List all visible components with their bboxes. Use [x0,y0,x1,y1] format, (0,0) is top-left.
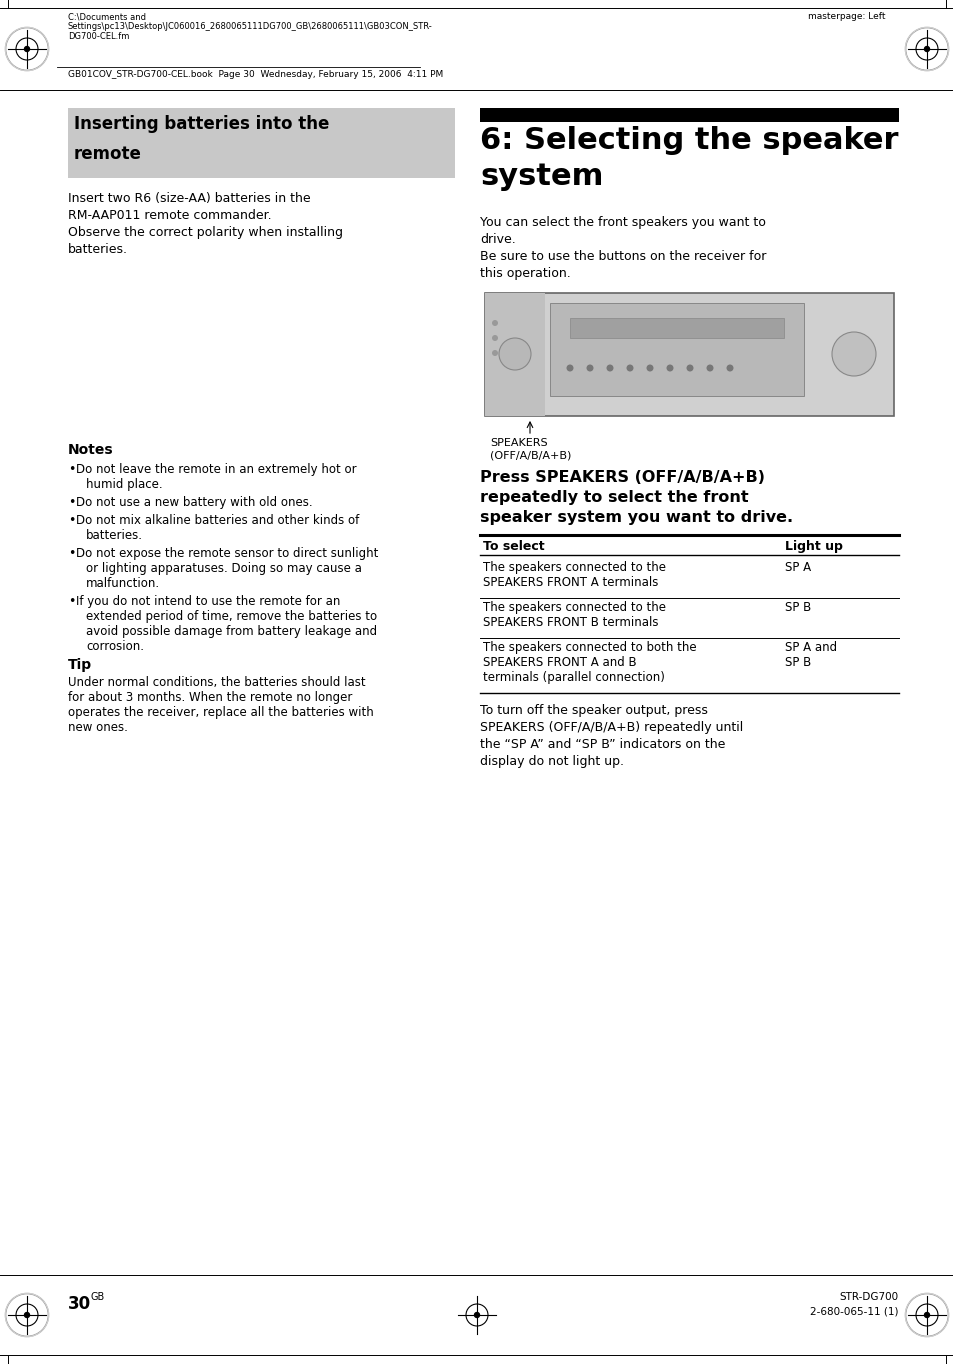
Text: terminals (parallel connection): terminals (parallel connection) [482,671,664,683]
Text: •: • [68,496,75,509]
Text: display do not light up.: display do not light up. [479,756,623,768]
Text: Do not expose the remote sensor to direct sunlight: Do not expose the remote sensor to direc… [76,547,378,561]
Text: The speakers connected to the: The speakers connected to the [482,561,665,574]
Text: for about 3 months. When the remote no longer: for about 3 months. When the remote no l… [68,692,352,704]
Circle shape [492,351,497,356]
Text: remote: remote [74,145,142,164]
Text: this operation.: this operation. [479,267,570,280]
Text: RM-AAP011 remote commander.: RM-AAP011 remote commander. [68,209,272,222]
Text: SPEAKERS: SPEAKERS [490,438,547,447]
Text: Under normal conditions, the batteries should last: Under normal conditions, the batteries s… [68,677,365,689]
Text: If you do not intend to use the remote for an: If you do not intend to use the remote f… [76,595,340,608]
Text: SP B: SP B [784,656,810,668]
Text: 30: 30 [68,1294,91,1314]
Circle shape [606,364,613,371]
Text: extended period of time, remove the batteries to: extended period of time, remove the batt… [86,610,376,623]
Text: Tip: Tip [68,657,92,672]
Text: Press SPEAKERS (OFF/A/B/A+B): Press SPEAKERS (OFF/A/B/A+B) [479,471,764,486]
Bar [484,293,893,416]
Bar [479,108,898,121]
Bar [484,293,544,416]
Text: To select: To select [482,540,544,552]
Circle shape [492,336,497,341]
Circle shape [474,1312,479,1318]
Text: SP A: SP A [784,561,810,574]
Text: DG700-CEL.fm: DG700-CEL.fm [68,31,130,41]
Bar [68,108,455,177]
Text: corrosion.: corrosion. [86,640,144,653]
Circle shape [923,46,928,52]
Text: SPEAKERS FRONT B terminals: SPEAKERS FRONT B terminals [482,617,658,629]
Text: Do not leave the remote in an extremely hot or: Do not leave the remote in an extremely … [76,462,356,476]
Text: Inserting batteries into the: Inserting batteries into the [74,115,329,134]
Text: STR-DG700: STR-DG700 [839,1292,898,1303]
Circle shape [666,364,673,371]
Text: •: • [68,547,75,561]
Text: Do not mix alkaline batteries and other kinds of: Do not mix alkaline batteries and other … [76,514,359,527]
Text: masterpage: Left: masterpage: Left [807,12,885,20]
Text: batteries.: batteries. [68,243,128,256]
Text: GB01COV_STR-DG700-CEL.book  Page 30  Wednesday, February 15, 2006  4:11 PM: GB01COV_STR-DG700-CEL.book Page 30 Wedne… [68,70,443,79]
Text: (OFF/A/B/A+B): (OFF/A/B/A+B) [490,450,571,460]
Text: •: • [68,514,75,527]
Bar [550,303,803,396]
Circle shape [726,364,733,371]
Text: To turn off the speaker output, press: To turn off the speaker output, press [479,704,707,717]
Circle shape [25,1312,30,1318]
Text: C:\Documents and: C:\Documents and [68,12,146,20]
Text: SPEAKERS FRONT A terminals: SPEAKERS FRONT A terminals [482,576,658,589]
Circle shape [586,364,593,371]
Text: The speakers connected to both the: The speakers connected to both the [482,641,696,653]
Text: The speakers connected to the: The speakers connected to the [482,602,665,614]
Text: SPEAKERS (OFF/A/B/A+B) repeatedly until: SPEAKERS (OFF/A/B/A+B) repeatedly until [479,722,742,734]
Text: drive.: drive. [479,233,516,246]
Text: •: • [68,462,75,476]
Circle shape [498,338,531,370]
Circle shape [25,46,30,52]
Text: 2-680-065-11 (1): 2-680-065-11 (1) [810,1307,898,1318]
Text: Be sure to use the buttons on the receiver for: Be sure to use the buttons on the receiv… [479,250,765,263]
Text: system: system [479,162,602,191]
Text: 6: Selecting the speaker: 6: Selecting the speaker [479,125,898,155]
Text: Observe the correct polarity when installing: Observe the correct polarity when instal… [68,226,343,239]
Text: batteries.: batteries. [86,529,143,542]
Text: humid place.: humid place. [86,477,162,491]
Circle shape [492,321,497,326]
Circle shape [686,364,693,371]
Text: operates the receiver, replace all the batteries with: operates the receiver, replace all the b… [68,707,374,719]
Text: •: • [68,595,75,608]
Text: SP B: SP B [784,602,810,614]
Text: SPEAKERS FRONT A and B: SPEAKERS FRONT A and B [482,656,636,668]
Text: new ones.: new ones. [68,722,128,734]
Circle shape [626,364,633,371]
Text: You can select the front speakers you want to: You can select the front speakers you wa… [479,216,765,229]
Text: Light up: Light up [784,540,842,552]
Circle shape [831,331,875,376]
Text: SP A and: SP A and [784,641,836,653]
Circle shape [646,364,653,371]
Text: Insert two R6 (size-AA) batteries in the: Insert two R6 (size-AA) batteries in the [68,192,311,205]
Text: Notes: Notes [68,443,113,457]
Text: malfunction.: malfunction. [86,577,160,591]
Text: Settings\pc13\Desktop\JC060016_2680065111DG700_GB\2680065111\GB03CON_STR-: Settings\pc13\Desktop\JC060016_268006511… [68,22,433,31]
Text: or lighting apparatuses. Doing so may cause a: or lighting apparatuses. Doing so may ca… [86,562,361,576]
Text: Do not use a new battery with old ones.: Do not use a new battery with old ones. [76,496,313,509]
Bar [569,318,783,338]
Text: avoid possible damage from battery leakage and: avoid possible damage from battery leaka… [86,625,376,638]
Text: speaker system you want to drive.: speaker system you want to drive. [479,510,792,525]
Text: the “SP A” and “SP B” indicators on the: the “SP A” and “SP B” indicators on the [479,738,724,752]
Circle shape [706,364,713,371]
Circle shape [923,1312,928,1318]
Text: repeatedly to select the front: repeatedly to select the front [479,490,748,505]
Text: GB: GB [91,1292,105,1303]
Circle shape [566,364,573,371]
